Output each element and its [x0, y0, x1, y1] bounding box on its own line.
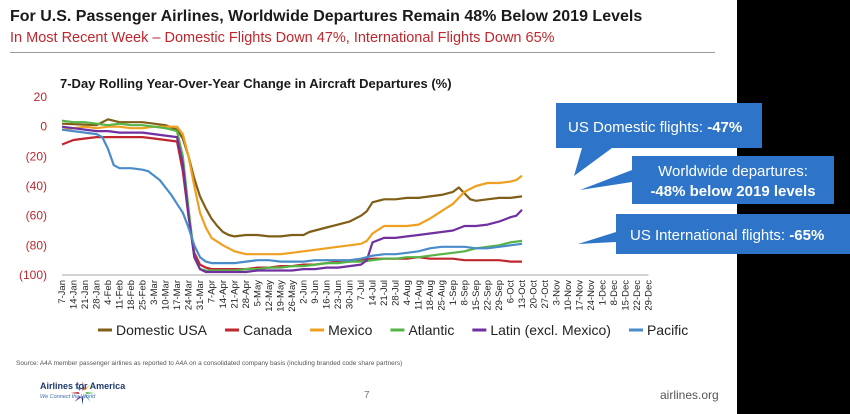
svg-text:US Domestic flights: -47%: US Domestic flights: -47% — [568, 119, 742, 136]
callout-worldwide-line1: Worldwide departures: — [658, 163, 808, 180]
x-tick-label: 22-Sep — [483, 280, 494, 311]
x-tick-label: 10-Mar — [161, 280, 172, 310]
legend-label: Canada — [243, 322, 292, 338]
x-tick-label: 11-Aug — [414, 280, 425, 310]
x-tick-label: 5-May — [253, 280, 264, 307]
x-tick-label: 21-Jul — [379, 280, 390, 306]
x-tick-label: 13-Oct — [517, 280, 528, 309]
x-tick-label: 27-Oct — [540, 280, 551, 309]
x-tick-label: 28-Jan — [92, 280, 103, 309]
y-tick-label: (60) — [26, 209, 47, 223]
x-tick-label: 18-Aug — [425, 280, 436, 311]
chart-legend: Domestic USA Canada Mexico Atlantic Latin (e… — [98, 322, 688, 338]
x-tick-label: 26-May — [287, 280, 298, 312]
x-tick-label: 6-Oct — [506, 280, 517, 304]
series-line — [61, 125, 523, 256]
y-tick-label: 20 — [34, 90, 48, 104]
x-tick-label: 12-May — [264, 280, 275, 312]
x-tick-label: 31-Mar — [195, 280, 206, 310]
callout-worldwide: Worldwide departures: -48% below 2019 le… — [580, 156, 834, 204]
x-tick-label: 24-Nov — [586, 280, 597, 311]
chart-title: 7-Day Rolling Year-Over-Year Change in A… — [60, 76, 452, 91]
x-axis: 7-Jan 14-Jan 21-Jan 28-Jan 4-Feb 11-Feb 18-Feb… — [57, 274, 655, 312]
callout-us-domestic-label: US Domestic flights: — [568, 119, 707, 136]
x-tick-label: 3-Mar — [149, 280, 160, 305]
x-tick-label: 24-Mar — [184, 280, 195, 310]
x-tick-label: 1-Dec — [598, 280, 609, 306]
x-tick-label: 25-Aug — [437, 280, 448, 311]
x-tick-label: 4-Aug — [402, 280, 413, 305]
x-tick-label: 14-Jan — [69, 280, 80, 309]
x-tick-label: 9-Jun — [310, 280, 321, 304]
callout-us-international: US International flights: -65% — [578, 214, 850, 254]
x-tick-label: 25-Feb — [138, 280, 149, 310]
svg-text:US International flights: -65%: US International flights: -65% — [630, 227, 824, 244]
x-tick-label: 19-May — [276, 280, 287, 312]
x-tick-label: 8-Dec — [609, 280, 620, 306]
title-divider — [10, 52, 715, 53]
y-tick-label: (100) — [19, 268, 47, 282]
callout-us-international-value: -65% — [789, 227, 824, 244]
x-tick-label: 11-Feb — [115, 280, 126, 309]
source-note: Source: A4A member passenger airlines as… — [16, 360, 403, 367]
x-tick-label: 28-Apr — [241, 280, 252, 309]
legend-label: Pacific — [647, 322, 688, 338]
series-line — [61, 119, 523, 272]
x-tick-label: 29-Sep — [494, 280, 505, 311]
callout-us-domestic: US Domestic flights: -47% — [556, 103, 762, 176]
legend-label: Atlantic — [408, 322, 454, 338]
x-tick-label: 17-Mar — [172, 280, 183, 310]
page-title: For U.S. Passenger Airlines, Worldwide D… — [10, 8, 643, 25]
x-tick-label: 14-Jul — [368, 280, 379, 306]
x-tick-label: 17-Nov — [575, 280, 586, 311]
legend-label: Mexico — [328, 322, 373, 338]
series-line — [61, 128, 523, 265]
x-tick-label: 20-Oct — [529, 280, 540, 309]
x-tick-label: 14-Apr — [218, 280, 229, 309]
legend-label: Latin (excl. Mexico) — [490, 322, 611, 338]
x-tick-label: 30-Jun — [345, 280, 356, 309]
y-tick-label: 0 — [40, 120, 47, 134]
x-tick-label: 10-Nov — [563, 280, 574, 311]
y-tick-label: (20) — [26, 149, 47, 163]
x-tick-label: 7-Apr — [207, 280, 218, 303]
website-link[interactable]: airlines.org — [660, 388, 719, 402]
logo-name: Airlines for America — [40, 381, 126, 391]
series-line — [61, 125, 523, 274]
callout-us-domestic-value: -47% — [707, 119, 742, 136]
legend-label: Domestic USA — [116, 322, 208, 338]
x-tick-label: 1-Sep — [448, 280, 459, 305]
x-tick-label: 3-Nov — [552, 280, 563, 306]
y-tick-label: (80) — [26, 238, 47, 252]
x-tick-label: 29-Dec — [644, 280, 655, 311]
x-tick-label: 2-Jun — [299, 280, 310, 304]
x-tick-label: 15-Dec — [621, 280, 632, 311]
callout-us-international-label: US International flights: — [630, 227, 789, 244]
x-tick-label: 21-Apr — [230, 280, 241, 309]
right-black-strip — [737, 0, 850, 414]
y-tick-label: (40) — [26, 179, 47, 193]
x-tick-label: 22-Dec — [632, 280, 643, 311]
logo-tagline: We Connect the World — [40, 394, 96, 400]
series-lines — [61, 118, 523, 274]
airlines-for-america-logo — [70, 381, 95, 405]
x-tick-label: 7-Jan — [57, 280, 68, 304]
series-line — [61, 118, 523, 238]
x-tick-label: 15-Sep — [471, 280, 482, 311]
x-tick-label: 8-Sep — [460, 280, 471, 305]
x-tick-label: 18-Feb — [126, 280, 137, 310]
x-tick-label: 4-Feb — [103, 280, 114, 305]
x-tick-label: 23-Jun — [333, 280, 344, 309]
x-tick-label: 21-Jan — [80, 280, 91, 309]
x-tick-label: 28-Jul — [391, 280, 402, 306]
callout-worldwide-line2: -48% below 2019 levels — [650, 183, 815, 200]
x-tick-label: 16-Jun — [322, 280, 333, 309]
page-number: 7 — [364, 390, 370, 401]
x-tick-label: 7-Jul — [356, 280, 367, 301]
page-subtitle: In Most Recent Week – Domestic Flights D… — [10, 30, 555, 46]
y-axis: 20 0 (20) (40) (60) (80) (100) — [19, 90, 47, 282]
